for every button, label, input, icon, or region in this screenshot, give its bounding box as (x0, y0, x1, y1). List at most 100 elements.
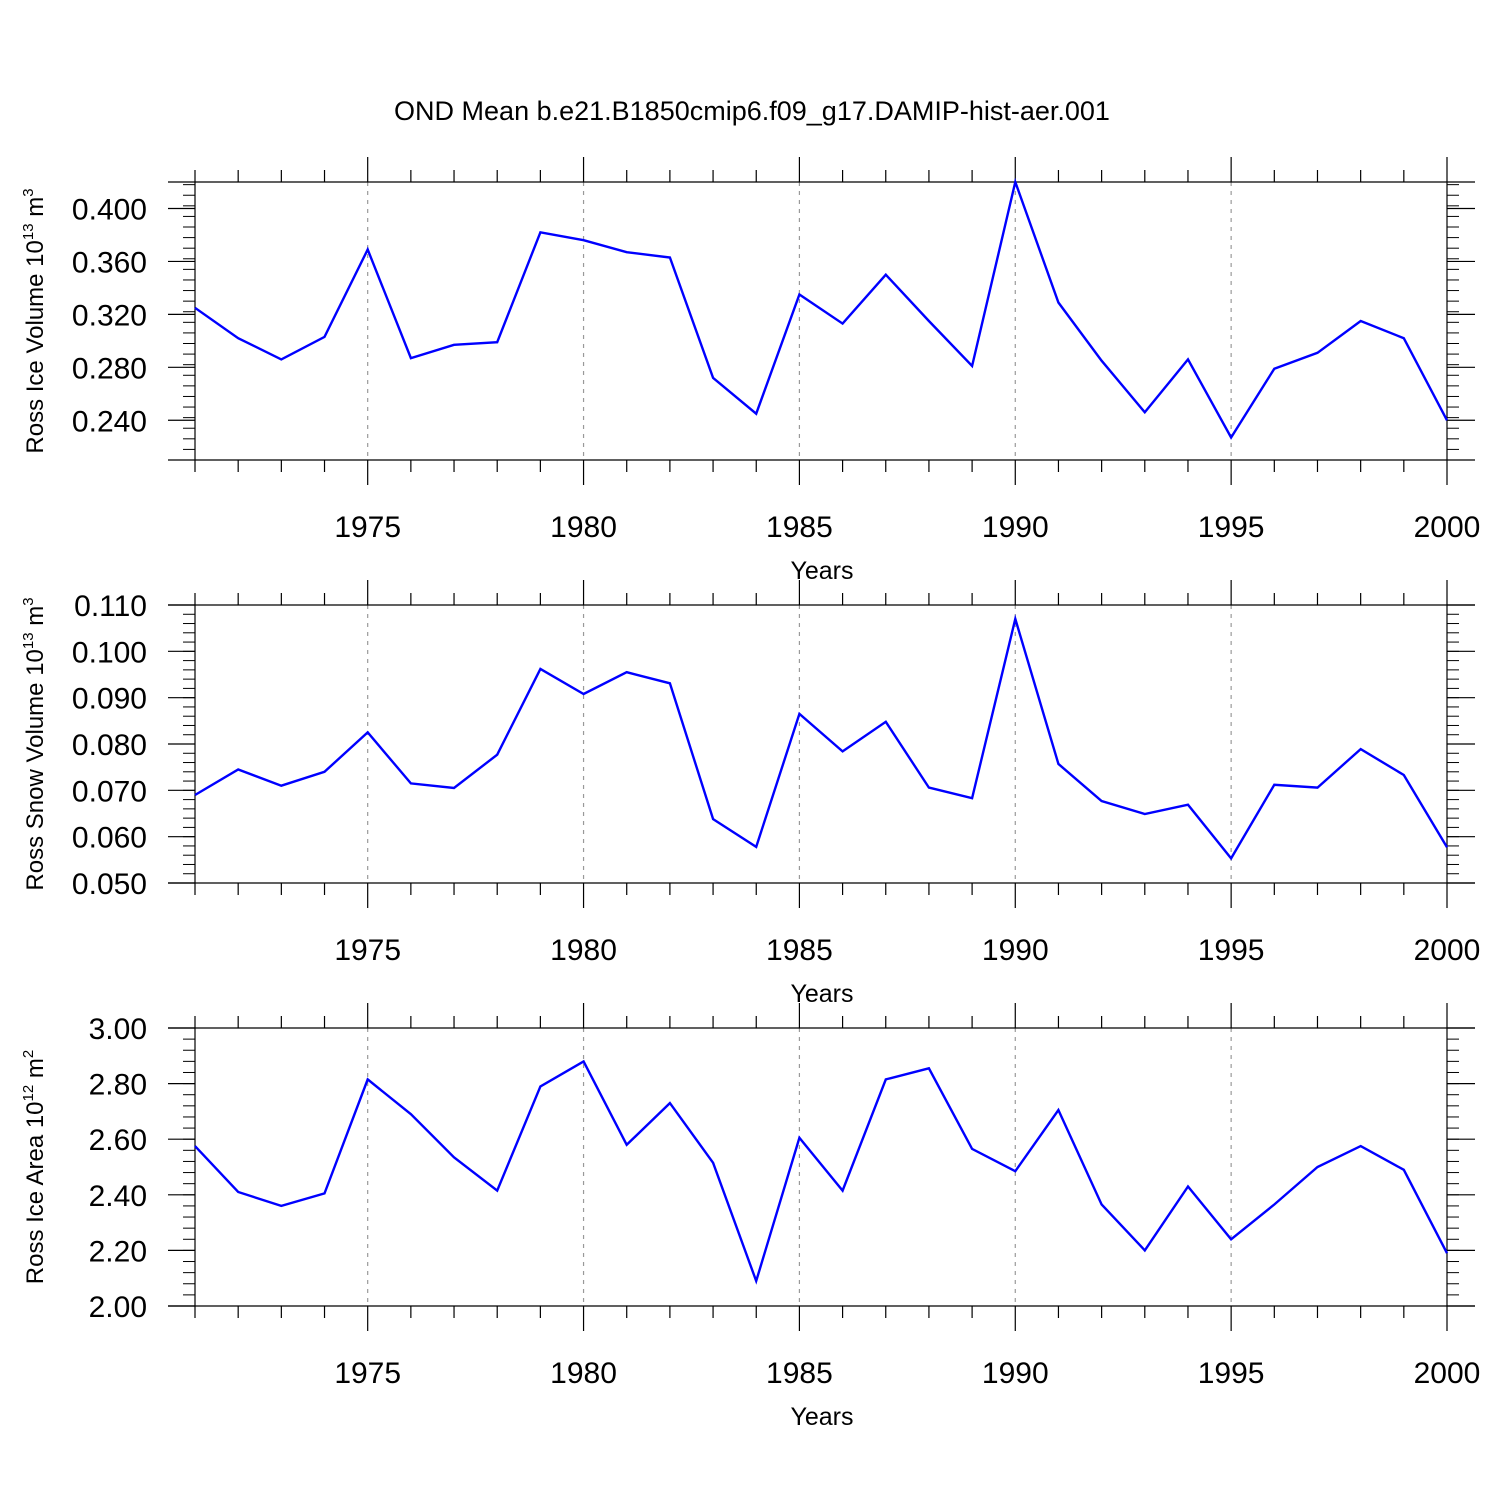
chart-panel-3: 1975 1980 1985 1990 1995 2000 2.00 2.20 2.40 2.60… (20, 1003, 1480, 1431)
data-point (538, 667, 542, 671)
series-line (194, 177, 1449, 440)
data-point (1229, 1237, 1233, 1241)
data-point (1229, 435, 1233, 439)
data-point (1186, 1184, 1190, 1188)
data-point (797, 1136, 801, 1140)
data-point (1402, 1168, 1406, 1172)
data-point (1100, 359, 1104, 363)
x-tick-label: 1980 (550, 934, 617, 967)
series-line (194, 1059, 1449, 1285)
data-point (927, 319, 931, 323)
data-point (1272, 1203, 1276, 1207)
data-point (538, 230, 542, 234)
data-point (841, 749, 845, 753)
y-tick-label: 0.240 (72, 405, 147, 438)
y-tick-label: 0.360 (72, 246, 147, 279)
y-axis-label-unit-exponent: 2 (20, 1050, 37, 1058)
y-tick-label: 0.090 (72, 683, 147, 716)
data-point (668, 1101, 672, 1105)
data-point (1445, 1251, 1449, 1255)
data-point (711, 376, 715, 380)
data-point (625, 670, 629, 674)
y-axis-label-unit: m (22, 197, 49, 224)
data-point (1359, 747, 1363, 751)
figure-title: OND Mean b.e21.B1850cmip6.f09_g17.DAMIP-… (394, 96, 1110, 126)
y-tick-label: 0.320 (72, 299, 147, 332)
y-tick-label: 0.400 (72, 193, 147, 226)
data-point (1315, 351, 1319, 355)
y-axis-label-unit-exponent: 3 (20, 597, 37, 605)
data-point (1143, 812, 1147, 816)
x-tick-label: 2000 (1414, 934, 1481, 967)
x-axis-label: Years (790, 1403, 853, 1431)
data-point (409, 781, 413, 785)
y-tick-label: 2.20 (89, 1235, 147, 1268)
data-point (1315, 1165, 1319, 1169)
x-tick-label: 1990 (982, 511, 1049, 544)
x-tick-label: 1980 (550, 511, 617, 544)
data-point (236, 767, 240, 771)
data-point (495, 340, 499, 344)
y-axis-label-unit: m (22, 1058, 49, 1085)
y-tick-label: 2.40 (89, 1180, 147, 1213)
data-point (711, 817, 715, 821)
y-axis-label: Ross Snow Volume 1013 m3 (20, 597, 49, 890)
y-axis-label: Ross Ice Volume 1013 m3 (20, 188, 49, 453)
data-point (409, 1112, 413, 1116)
data-point (1272, 367, 1276, 371)
series-line (194, 614, 1449, 861)
chart-panel-2: 1975 1980 1985 1990 1995 2000 0.050 0.060 0.070 0… (20, 580, 1480, 1008)
data-point (927, 1066, 931, 1070)
x-tick-label: 1980 (550, 1357, 617, 1390)
data-point (452, 1155, 456, 1159)
x-tick-label: 2000 (1414, 511, 1481, 544)
data-point (1402, 773, 1406, 777)
data-point (323, 1191, 327, 1195)
x-axis-label: Years (790, 557, 853, 585)
data-point (970, 796, 974, 800)
data-point (841, 322, 845, 326)
data-point (279, 1204, 283, 1208)
x-tick-label: 1975 (334, 1357, 401, 1390)
data-point (625, 1143, 629, 1147)
data-point (236, 1190, 240, 1194)
data-point (754, 1279, 758, 1283)
data-point (1013, 617, 1017, 621)
data-point (366, 1077, 370, 1081)
y-tick-label: 0.070 (72, 775, 147, 808)
data-point (409, 356, 413, 360)
y-tick-label: 0.050 (72, 868, 147, 901)
data-point (582, 1059, 586, 1063)
data-point (366, 730, 370, 734)
data-point (1315, 786, 1319, 790)
x-tick-label: 2000 (1414, 1357, 1481, 1390)
data-point (193, 306, 197, 310)
y-axis-label-text: Ross Ice Area 10 (22, 1101, 49, 1284)
chart-panel-1: 1975 1980 1985 1990 1995 2000 0.240 0.280 0.320 0… (20, 157, 1480, 585)
data-point (841, 1189, 845, 1193)
data-point (1056, 762, 1060, 766)
data-point (1013, 180, 1017, 184)
data-point (279, 357, 283, 361)
y-axis-label-text: Ross Snow Volume 10 (22, 649, 49, 890)
data-point (538, 1084, 542, 1088)
y-tick-label: 0.110 (74, 590, 147, 623)
data-point (495, 1189, 499, 1193)
data-point (668, 255, 672, 259)
x-tick-label: 1985 (766, 511, 833, 544)
x-axis-label: Years (790, 980, 853, 1008)
data-point (797, 712, 801, 716)
data-point (495, 753, 499, 757)
x-tick-label: 1990 (982, 934, 1049, 967)
data-point (884, 720, 888, 724)
y-tick-label: 2.60 (89, 1124, 147, 1157)
y-axis-label-unit: m (22, 606, 49, 633)
data-point (754, 845, 758, 849)
y-axis-label: Ross Ice Area 1012 m2 (20, 1050, 49, 1284)
data-point (452, 786, 456, 790)
data-point (884, 1077, 888, 1081)
data-point (1359, 1144, 1363, 1148)
data-point (970, 364, 974, 368)
x-tick-label: 1985 (766, 1357, 833, 1390)
